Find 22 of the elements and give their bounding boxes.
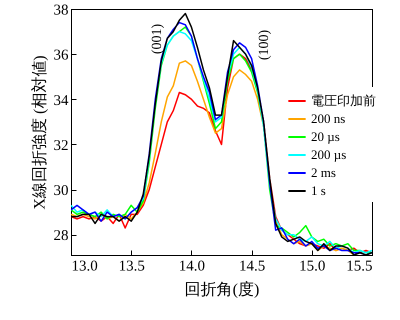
legend-label: 200 ns [311,111,346,126]
x-tick-label: 14.5 [238,258,266,274]
x-axis-title: 回折角(度) [184,280,260,298]
legend-label: 200 µs [311,147,346,162]
y-tick-label: 32 [54,138,68,154]
annotation: (001) [150,24,165,54]
x-tick-label: 14.0 [178,258,206,274]
y-axis-title: X線回折強度 (相対値) [30,55,48,210]
x-tick-label: 13.5 [118,258,145,274]
y-tick-label: 30 [54,183,68,200]
x-tick-label: 15.5 [346,258,372,274]
y-tick-label: 38 [54,2,68,18]
x-tick-label: 15.0 [299,258,326,274]
y-tick-label: 28 [54,228,68,244]
legend-label: 1 s [311,183,326,198]
x-tick-label: 13.0 [72,258,98,274]
legend-label: 2 ms [311,165,336,180]
legend-label: 20 µs [311,129,340,144]
legend-label: 電圧印加前 [311,93,376,108]
annotation: (100) [257,30,272,60]
y-tick-label: 34 [54,92,69,109]
y-tick-label: 36 [54,48,69,64]
